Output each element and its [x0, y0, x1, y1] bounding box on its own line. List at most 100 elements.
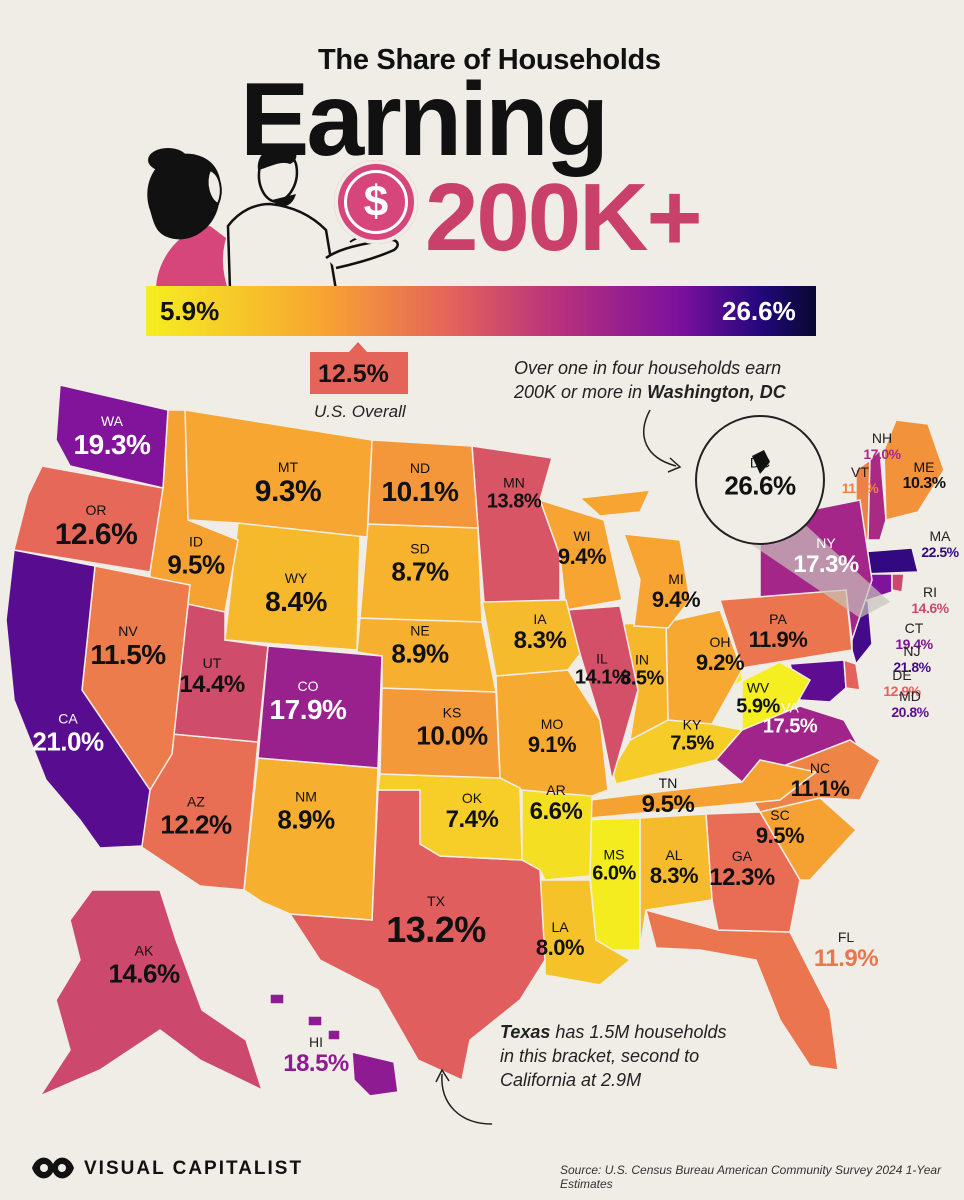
state-abbr: CT: [904, 620, 924, 636]
state-label-ok: OK 7.4%: [446, 790, 499, 834]
state-value: 9.1%: [527, 732, 577, 757]
state-abbr: NM: [295, 788, 317, 805]
state-label-az: AZ 12.2%: [160, 793, 232, 841]
state-label-mt: MT 9.3%: [255, 459, 322, 509]
state-abbr: AK: [134, 942, 154, 959]
dollar-coin-icon: $: [334, 160, 418, 244]
state-value: 19.3%: [73, 429, 151, 460]
state-abbr: NE: [410, 622, 430, 639]
state-value: 17.5%: [762, 715, 818, 738]
state-abbr: ID: [188, 533, 203, 550]
state-abbr: WV: [746, 679, 770, 696]
state-label-al: AL 8.3%: [650, 847, 699, 889]
state-abbr: CA: [58, 710, 78, 727]
state-shape-nm: [243, 757, 379, 921]
state-label-nj: NJ 21.8%: [893, 643, 931, 675]
state-label-nc: NC 11.1%: [791, 760, 850, 802]
state-label-ny: NY 17.3%: [793, 535, 859, 579]
state-label-md: MD 20.8%: [891, 688, 929, 720]
state-abbr: UT: [202, 655, 222, 671]
state-label-sd: SD 8.7%: [391, 541, 449, 588]
state-label-sc: SC 9.5%: [755, 807, 805, 849]
state-value: 7.5%: [670, 732, 714, 755]
state-value: 17.9%: [269, 694, 347, 725]
state-value: 11.5%: [90, 639, 166, 670]
state-label-mo: MO 9.1%: [527, 716, 577, 758]
state-value: 6.6%: [529, 798, 583, 825]
state-shape-wa: [55, 384, 169, 489]
state-shape-mn: [471, 445, 561, 603]
title-line-1: The Share of Households: [318, 44, 661, 76]
us-overall-label: U.S. Overall: [314, 402, 406, 421]
state-value: 19.4%: [895, 636, 933, 652]
state-label-mn: MN 13.8%: [487, 475, 542, 514]
state-value: 8.4%: [265, 586, 327, 617]
state-label-ms: MS 6.0%: [592, 847, 636, 886]
state-value: 8.3%: [513, 627, 567, 654]
state-abbr: WY: [284, 570, 308, 586]
state-shape-hi: [269, 993, 399, 1097]
state-value: 21.8%: [893, 659, 931, 675]
state-label-me: ME 10.3%: [903, 459, 946, 493]
state-abbr: MD: [899, 688, 921, 704]
state-value: 9.4%: [557, 544, 607, 569]
state-value: 11.2%: [841, 480, 879, 496]
state-abbr: IL: [596, 650, 608, 667]
state-label-ca: CA 21.0%: [32, 710, 104, 758]
state-label-ar: AR 6.6%: [530, 782, 583, 826]
state-shape-mi: [578, 489, 691, 629]
legend-max-label: 26.6%: [722, 296, 796, 326]
tx-annotation-bold: Texas: [500, 1022, 551, 1042]
state-abbr: NJ: [903, 643, 921, 659]
state-value: 12.6%: [54, 518, 138, 551]
state-label-ri: RI 14.6%: [911, 584, 949, 616]
state-abbr: MT: [277, 459, 299, 475]
state-value: 17.3%: [793, 551, 859, 578]
state-shape-ok: [377, 773, 523, 861]
state-value: 12.2%: [160, 809, 232, 840]
state-label-ky: KY 7.5%: [670, 717, 714, 756]
state-value: 10.0%: [416, 720, 488, 751]
state-value: 26.6%: [724, 470, 796, 501]
state-abbr: AR: [546, 782, 566, 798]
state-abbr: GA: [731, 848, 753, 864]
state-label-tx: TX 13.2%: [386, 893, 486, 951]
dc-annotation-bold: Washington, DC: [647, 382, 786, 402]
state-label-il: IL 14.1%: [574, 650, 630, 690]
state-shape-or: [13, 465, 164, 573]
state-value: 10.1%: [381, 476, 459, 507]
state-label-id: ID 9.5%: [167, 533, 225, 581]
state-label-or: OR 12.6%: [55, 502, 138, 552]
us-overall-pointer: [349, 342, 367, 352]
dc-annotation-line-2: 200K or more in: [514, 382, 648, 402]
state-shape-me: [883, 419, 945, 521]
state-abbr: PA: [769, 611, 787, 627]
state-abbr: SC: [770, 807, 790, 823]
state-abbr: IN: [635, 651, 649, 668]
state-label-ak: AK 14.6%: [108, 942, 180, 990]
state-abbr: AL: [665, 847, 683, 863]
state-label-hi: HI 18.5%: [283, 1034, 349, 1078]
state-value: 8.0%: [535, 935, 585, 960]
title-line-3: 200K+: [425, 164, 703, 271]
state-abbr: DC: [749, 454, 771, 471]
state-label-co: CO 17.9%: [270, 678, 347, 726]
state-label-nh: NH 17.0%: [863, 430, 901, 462]
dc-arrow-head: [667, 457, 682, 473]
state-value: 7.4%: [445, 806, 499, 833]
state-abbr: HI: [309, 1034, 323, 1050]
state-label-mi: MI 9.4%: [652, 571, 701, 613]
state-value: 14.1%: [574, 666, 630, 689]
us-overall-value: 12.5%: [318, 360, 389, 388]
state-abbr: AZ: [187, 793, 205, 810]
state-value: 9.5%: [755, 823, 805, 848]
state-abbr: OR: [85, 502, 107, 518]
dc-annotation-line-1: Over one in four households earn: [514, 358, 782, 378]
state-abbr: CO: [297, 678, 319, 694]
state-abbr: LA: [551, 919, 569, 935]
state-value: 17.0%: [863, 446, 901, 462]
tx-arrow-head: [435, 1068, 450, 1083]
state-abbr: NC: [809, 760, 831, 776]
state-abbr: MO: [540, 716, 564, 732]
